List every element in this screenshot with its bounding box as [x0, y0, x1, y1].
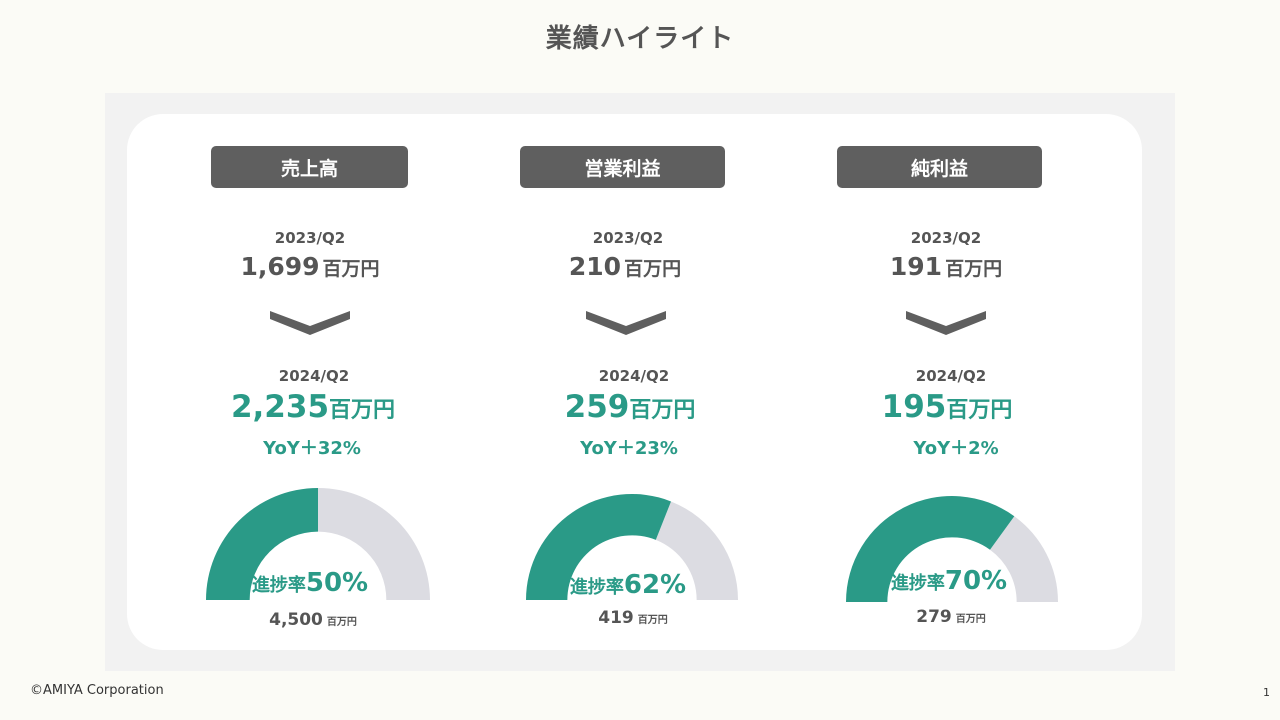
yoy-growth: YoY＋32%: [263, 438, 361, 459]
target-unit: 百万円: [637, 615, 668, 626]
gauge-track: [990, 516, 1058, 602]
progress-label: 進捗率: [251, 575, 306, 596]
page-number: 1: [1263, 686, 1270, 699]
progress-gauge: [846, 496, 1058, 602]
cur-value-unit: 百万円: [946, 398, 1013, 423]
cur-value-unit: 百万円: [329, 398, 396, 423]
gauge-fill: [206, 488, 318, 600]
prev-value: 210 百万円: [475, 252, 775, 281]
cur-period: 2024/Q2: [598, 367, 670, 385]
cur-value-unit: 百万円: [629, 398, 696, 423]
cur-value-number: 2,235: [230, 389, 330, 425]
prev-period: 2023/Q2: [592, 229, 664, 247]
prev-value-unit: 百万円: [322, 258, 380, 280]
prev-value-number: 191: [889, 252, 943, 281]
chevron-down-icon: [586, 311, 666, 335]
slide-title: 業績ハイライト: [545, 24, 735, 54]
prev-value: 191 百万円: [796, 252, 1096, 281]
gauge-track: [655, 501, 738, 600]
metric-tag-net-profit: 純利益: [837, 146, 1042, 188]
prev-value-number: 1,699: [240, 252, 320, 281]
target-number: 419: [598, 608, 634, 628]
cur-value: 195百万円: [797, 389, 1097, 425]
cur-value: 2,235百万円: [163, 389, 463, 425]
highlight-card: [127, 114, 1142, 650]
chevron-down-icon: [270, 311, 350, 335]
prev-value: 1,699 百万円: [160, 252, 460, 281]
target-number: 279: [916, 607, 952, 627]
metric-tag-operating-profit: 営業利益: [520, 146, 725, 188]
target-value: 4,500 百万円: [163, 610, 463, 630]
target-value: 279 百万円: [801, 607, 1101, 627]
gauge-track: [318, 488, 430, 600]
cur-value-number: 195: [881, 389, 947, 425]
progress-gauge: [526, 494, 738, 600]
yoy-growth: YoY＋23%: [580, 438, 678, 459]
prev-value-unit: 百万円: [624, 258, 682, 280]
cur-period: 2024/Q2: [915, 367, 987, 385]
target-number: 4,500: [269, 610, 323, 630]
copyright: ©AMIYA Corporation: [30, 683, 164, 698]
target-unit: 百万円: [955, 614, 986, 625]
gauge-fill: [846, 496, 1015, 602]
yoy-growth: YoY＋2%: [913, 438, 999, 459]
progress-rate: 進捗率62%: [478, 570, 778, 600]
target-unit: 百万円: [326, 617, 357, 628]
target-value: 419 百万円: [483, 608, 783, 628]
prev-value-unit: 百万円: [945, 258, 1003, 280]
progress-percent: 70%: [944, 566, 1008, 596]
prev-value-number: 210: [568, 252, 622, 281]
prev-period: 2023/Q2: [910, 229, 982, 247]
progress-percent: 50%: [305, 568, 369, 598]
progress-percent: 62%: [623, 570, 687, 600]
progress-gauge: [206, 488, 430, 600]
cur-value-number: 259: [564, 389, 630, 425]
cur-value: 259百万円: [480, 389, 780, 425]
prev-period: 2023/Q2: [274, 229, 346, 247]
metric-tag-sales: 売上高: [211, 146, 408, 188]
progress-label: 進捗率: [569, 577, 624, 598]
progress-rate: 進捗率50%: [160, 568, 460, 598]
cur-period: 2024/Q2: [278, 367, 350, 385]
chevron-down-icon: [906, 311, 986, 335]
progress-label: 進捗率: [890, 573, 945, 594]
gauge-fill: [526, 494, 672, 600]
progress-rate: 進捗率70%: [799, 566, 1099, 596]
